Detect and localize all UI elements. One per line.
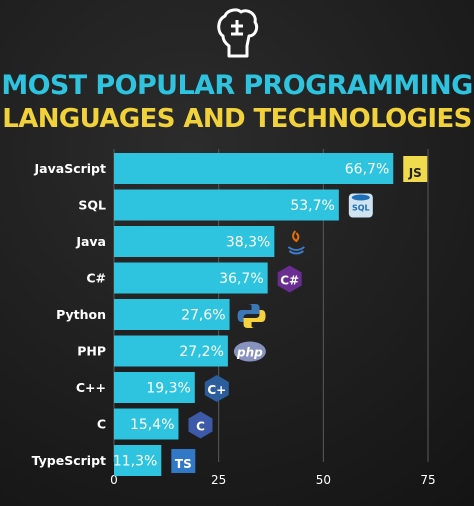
bar <box>114 372 195 403</box>
python-icon <box>237 304 266 328</box>
bar <box>114 335 228 367</box>
bar <box>114 408 179 440</box>
svg-text:C: C <box>196 420 205 434</box>
data-label: 38,3% <box>226 235 270 251</box>
svg-text:php: php <box>236 346 263 360</box>
data-label: 19,3% <box>146 381 190 397</box>
bar <box>114 262 268 294</box>
x-tick-label: 0 <box>110 473 118 487</box>
data-label: 27,6% <box>181 308 225 324</box>
js-icon: JS <box>403 156 428 182</box>
category-label: PHP <box>77 344 106 359</box>
data-label: 36,7% <box>219 271 263 287</box>
chart-title-line2: LANGUAGES AND TECHNOLOGIES <box>2 104 472 134</box>
bar <box>114 226 275 257</box>
data-label: 11,3% <box>113 454 157 470</box>
x-tick-label: 75 <box>420 473 435 487</box>
category-label: TypeScript <box>32 453 106 468</box>
brain-head-logo-icon <box>217 8 259 58</box>
svg-text:TS: TS <box>175 457 192 471</box>
svg-text:C+: C+ <box>207 383 226 397</box>
data-label: 27,2% <box>179 344 223 360</box>
category-label: Java <box>75 234 106 249</box>
svg-text:SQL: SQL <box>352 204 370 213</box>
svg-text:C#: C# <box>280 274 299 288</box>
data-label: 15,4% <box>130 417 174 433</box>
x-tick-label: 25 <box>211 473 226 487</box>
category-label: Python <box>56 307 106 322</box>
sql-icon: SQL <box>348 193 373 218</box>
category-label: C++ <box>76 380 106 395</box>
bar <box>114 445 162 476</box>
x-tick-label: 50 <box>316 473 331 487</box>
data-label: 53,7% <box>290 198 334 214</box>
c-icon: C <box>188 411 213 439</box>
svg-text:JS: JS <box>408 166 422 180</box>
category-label: JavaScript <box>34 161 106 176</box>
java-icon <box>287 230 305 255</box>
bar <box>114 189 339 221</box>
bar <box>114 153 394 184</box>
chart-title-line1: MOST POPULAR PROGRAMMING <box>1 70 473 101</box>
data-label: 66,7% <box>345 162 389 178</box>
category-label: C <box>97 417 106 432</box>
php-icon: php <box>233 341 266 362</box>
category-label: SQL <box>78 198 106 213</box>
typescript-icon: TS <box>171 449 196 473</box>
category-label: C# <box>86 271 106 286</box>
csharp-icon: C# <box>277 265 302 293</box>
bar <box>114 299 230 330</box>
cpp-icon: C+ <box>204 375 229 402</box>
